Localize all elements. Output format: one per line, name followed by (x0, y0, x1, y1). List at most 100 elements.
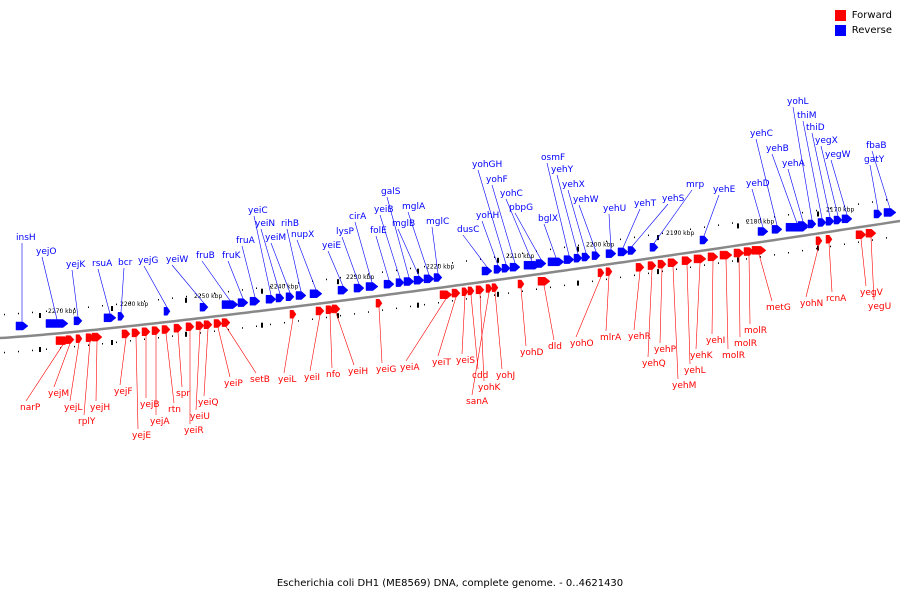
gene-leader-reverse (608, 213, 612, 250)
gene-leader-forward (177, 332, 183, 388)
minor-tick (396, 307, 397, 310)
gene-arrow-forward (213, 319, 223, 328)
minor-tick (88, 344, 89, 346)
gene-arrow-reverse (807, 219, 817, 229)
minor-tick (438, 302, 439, 304)
gene-leader-forward (711, 260, 714, 335)
gene-arrow-reverse (771, 225, 783, 234)
minor-tick (620, 276, 621, 279)
gene-arrow-forward (331, 304, 341, 314)
gene-label-forward: rplY (78, 417, 96, 427)
gene-leader-reverse (653, 189, 693, 244)
gene-label-reverse: yeiW (166, 255, 188, 265)
gene-arrow-reverse (383, 279, 395, 289)
gene-arrow-reverse (817, 218, 827, 227)
gene-label-reverse: yehE (713, 185, 736, 195)
gene-leader-reverse (514, 212, 542, 260)
gene-leader-reverse (869, 164, 879, 211)
gene-leader-reverse (120, 267, 125, 313)
gene-label-reverse: gatY (864, 155, 885, 165)
gene-leader-forward (335, 312, 355, 366)
minor-tick (564, 284, 565, 287)
scale-label: 2260 kbp (120, 301, 148, 308)
gene-arrow-forward (315, 306, 325, 316)
minor-tick (774, 254, 775, 256)
scale-label: 2190 kbp (666, 230, 694, 237)
minor-tick (676, 268, 677, 270)
gene-label-reverse: yegW (825, 150, 851, 160)
minor-tick (774, 216, 775, 218)
minor-tick (718, 262, 719, 264)
gene-leader-forward (95, 341, 98, 402)
scale-tick (497, 257, 499, 263)
minor-tick (354, 275, 355, 277)
gene-label-reverse: yeiC (248, 206, 268, 216)
minor-tick (550, 286, 551, 289)
minor-tick (284, 322, 285, 324)
gene-label-reverse: dusC (457, 225, 479, 235)
minor-tick (172, 335, 173, 337)
minor-tick (788, 214, 789, 216)
minor-tick (676, 230, 677, 232)
gene-leader-reverse (201, 260, 231, 301)
gene-label-forward: yeiL (278, 375, 296, 385)
gene-leader-reverse (578, 204, 597, 252)
gene-arrow-forward (195, 321, 205, 330)
gene-label-forward: yegV (860, 288, 884, 298)
gene-arrow-reverse (833, 215, 843, 225)
gene-label-reverse: yegX (815, 136, 838, 146)
gene-leader-reverse (431, 226, 439, 274)
minor-tick (340, 314, 341, 317)
minor-tick (424, 265, 425, 268)
gene-label-reverse: mglC (426, 217, 449, 227)
minor-tick (158, 337, 159, 339)
scale-tick (417, 268, 419, 274)
gene-label-forward: yegU (868, 302, 891, 312)
legend-forward-swatch (834, 10, 846, 21)
minor-tick (214, 330, 215, 332)
gene-leader-reverse (755, 138, 778, 226)
gene-leader-reverse (354, 221, 373, 283)
gene-leader-forward (748, 255, 751, 325)
gene-leader-forward (225, 326, 257, 374)
minor-tick (32, 349, 33, 352)
scale-tick (577, 246, 579, 252)
gene-label-reverse: nupX (291, 230, 314, 240)
gene-label-reverse: yehW (573, 195, 599, 205)
genome-caption: Escherichia coli DH1 (ME8569) DNA, compl… (276, 578, 624, 589)
gene-leader-forward (309, 314, 321, 372)
gene-leader-forward (203, 328, 209, 397)
minor-tick (872, 201, 873, 203)
gene-label-forward: molR (722, 351, 745, 361)
minor-tick (858, 203, 859, 205)
gene-label-reverse: yeiB (374, 205, 394, 215)
gene-arrow-reverse (365, 282, 379, 291)
gene-leader-reverse (546, 162, 570, 256)
scale-label: 2220 kbp (426, 264, 454, 271)
gene-arrow-reverse (353, 283, 365, 293)
gene-arrow-reverse (337, 285, 349, 295)
gene-arrow-reverse (309, 289, 323, 298)
minor-tick (130, 302, 131, 304)
gene-label-reverse: rihB (281, 219, 299, 229)
gene-leader-forward (283, 318, 294, 374)
gene-label-reverse: galS (381, 187, 401, 197)
scale-label: 2210 kbp (506, 253, 534, 260)
legend-forward-label: Forward (851, 10, 892, 21)
gene-leader-forward (494, 291, 503, 370)
gene-label-forward: setB (250, 375, 270, 385)
minor-tick (522, 290, 523, 292)
gene-arrow-forward (475, 285, 485, 295)
gene-arrow-forward (121, 329, 131, 339)
gene-label-reverse: lysP (336, 227, 355, 237)
gene-arrow-forward (375, 298, 383, 308)
minor-tick (508, 292, 509, 294)
gene-arrow-forward (485, 284, 493, 293)
gene-leader-reverse (260, 228, 281, 295)
gene-leader-reverse (379, 214, 401, 279)
minor-tick (298, 282, 299, 284)
gene-leader-forward (471, 292, 490, 396)
gene-arrow-reverse (563, 255, 575, 264)
gene-leader-forward (543, 285, 555, 341)
